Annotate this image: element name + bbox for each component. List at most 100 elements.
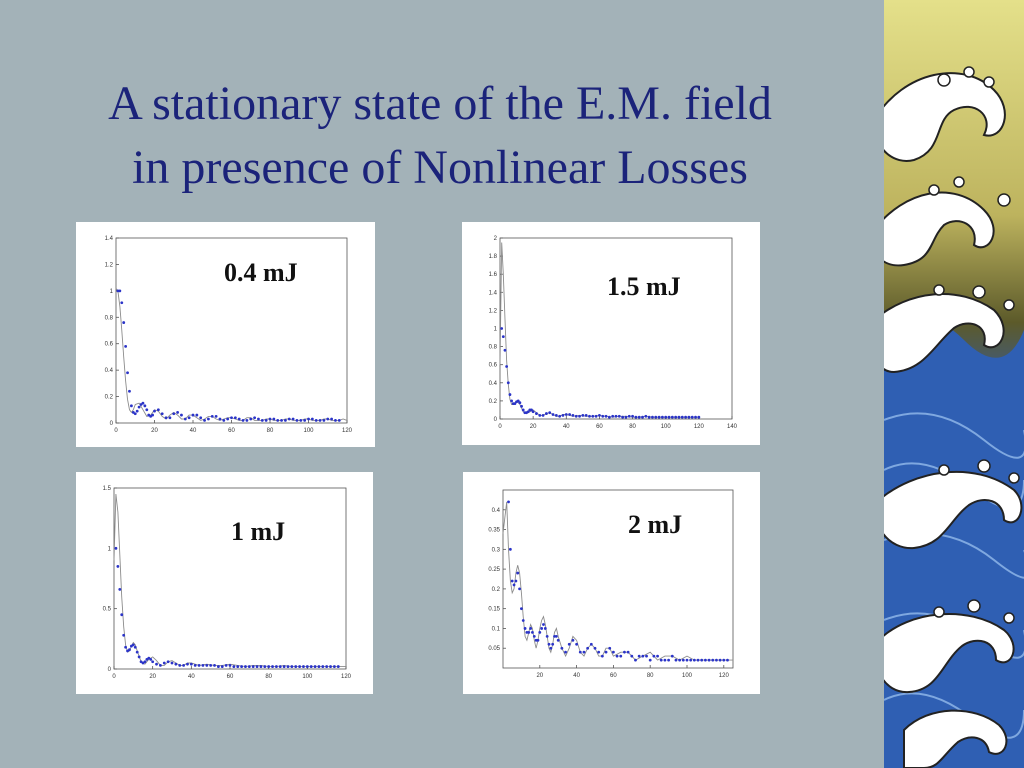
data-point xyxy=(536,638,540,642)
data-point xyxy=(118,289,122,293)
data-point xyxy=(518,587,521,591)
data-point xyxy=(527,631,531,634)
data-point xyxy=(707,658,711,662)
data-point xyxy=(214,414,218,418)
data-point xyxy=(521,408,525,412)
data-point xyxy=(317,665,321,668)
data-point xyxy=(126,371,129,375)
data-point xyxy=(512,583,516,587)
data-point xyxy=(510,399,513,403)
y-tick-label: 0.4 xyxy=(105,368,114,374)
x-tick-label: 80 xyxy=(647,673,654,679)
data-point xyxy=(575,642,578,646)
data-point xyxy=(607,415,611,419)
data-point xyxy=(303,418,307,422)
data-point xyxy=(689,658,693,662)
data-point xyxy=(226,417,230,421)
chart-panel-1-5mj: 0 20 40 60 80 100 120 140 0 0.2 0.4 0.6 0.8 1 1.2 1.4 1.… xyxy=(462,222,760,445)
data-point xyxy=(220,665,224,668)
data-point xyxy=(164,416,168,420)
data-point xyxy=(586,646,590,650)
data-point xyxy=(711,658,715,662)
data-point xyxy=(627,414,631,418)
data-point xyxy=(692,658,696,662)
data-point xyxy=(286,665,290,668)
data-point xyxy=(543,627,547,630)
data-point xyxy=(578,414,581,418)
data-point xyxy=(245,418,249,422)
data-point xyxy=(641,654,645,658)
data-point xyxy=(697,415,701,419)
data-point xyxy=(680,415,684,419)
data-point xyxy=(268,417,272,421)
data-point xyxy=(151,413,154,417)
energy-label: 0.4 mJ xyxy=(224,258,298,287)
data-point xyxy=(560,646,564,650)
y-tick-label: 1.4 xyxy=(489,290,498,296)
data-point xyxy=(116,289,120,293)
data-point xyxy=(251,665,255,668)
chart-panel-1mj: 0 20 40 60 80 100 120 0 0.5 1 1.5 1 mJ xyxy=(76,472,373,694)
data-point xyxy=(594,414,598,418)
data-point xyxy=(715,658,718,662)
data-point xyxy=(540,627,544,630)
data-point xyxy=(678,658,682,662)
x-tick-label: 120 xyxy=(694,424,705,430)
data-point xyxy=(647,415,651,419)
data-point xyxy=(155,662,158,666)
data-point xyxy=(207,417,210,421)
y-tick-label: 2 xyxy=(494,236,498,242)
y-tick-label: 0 xyxy=(110,421,114,427)
data-point xyxy=(116,565,120,568)
wave-decoration xyxy=(884,0,1024,768)
data-point xyxy=(330,417,333,421)
chart-panel-2mj: 20 40 60 80 100 120 0.05 0.1 0.15 0.2 0.25 0.3 0.35 0… xyxy=(463,472,760,694)
data-point xyxy=(218,417,222,421)
y-tick-label: 1.6 xyxy=(489,272,498,278)
chart-1-5mj: 0 20 40 60 80 100 120 140 0 0.2 0.4 0.6 0.8 1 1.2 1.4 1.… xyxy=(489,236,738,430)
data-point xyxy=(663,658,667,662)
data-point xyxy=(156,408,160,412)
data-point xyxy=(168,416,172,420)
x-tick-label: 40 xyxy=(563,424,570,430)
plot-frame xyxy=(113,487,347,670)
data-point xyxy=(244,665,247,668)
data-point xyxy=(118,587,122,591)
data-point xyxy=(670,415,674,419)
data-point xyxy=(280,418,283,422)
energy-label: 1.5 mJ xyxy=(607,272,681,301)
data-point xyxy=(191,413,195,417)
y-tick-label: 0.8 xyxy=(489,345,498,351)
data-point xyxy=(654,415,658,419)
data-point xyxy=(255,665,259,668)
data-point xyxy=(336,665,340,668)
data-point xyxy=(518,401,522,405)
data-point xyxy=(180,413,183,417)
y-tick-label: 0.25 xyxy=(488,567,500,573)
x-tick-label: 60 xyxy=(596,424,603,430)
data-point xyxy=(182,663,185,667)
data-point xyxy=(726,658,729,662)
chart-0-4mj: 0 20 40 60 80 100 120 0 0.2 0.4 0.6 0.8 1 1.2 1.4 xyxy=(105,236,353,434)
y-tick-label: 1 xyxy=(494,327,498,333)
data-point xyxy=(516,399,520,403)
data-point xyxy=(564,650,567,654)
data-point xyxy=(571,413,575,417)
y-tick-label: 0.2 xyxy=(492,587,501,593)
y-tick-label: 1.8 xyxy=(489,254,498,260)
data-point xyxy=(588,414,591,418)
data-point xyxy=(657,415,661,419)
data-point xyxy=(624,415,628,419)
data-point xyxy=(538,413,542,417)
data-point xyxy=(310,417,314,421)
data-point xyxy=(690,415,694,419)
data-point xyxy=(145,408,149,412)
data-point xyxy=(135,409,139,413)
data-point xyxy=(318,418,322,422)
y-tick-label: 0.6 xyxy=(105,342,114,348)
y-tick-label: 0.4 xyxy=(492,508,501,514)
data-point xyxy=(516,571,520,575)
data-point xyxy=(615,654,619,658)
data-point xyxy=(329,665,332,668)
data-point xyxy=(278,665,282,668)
